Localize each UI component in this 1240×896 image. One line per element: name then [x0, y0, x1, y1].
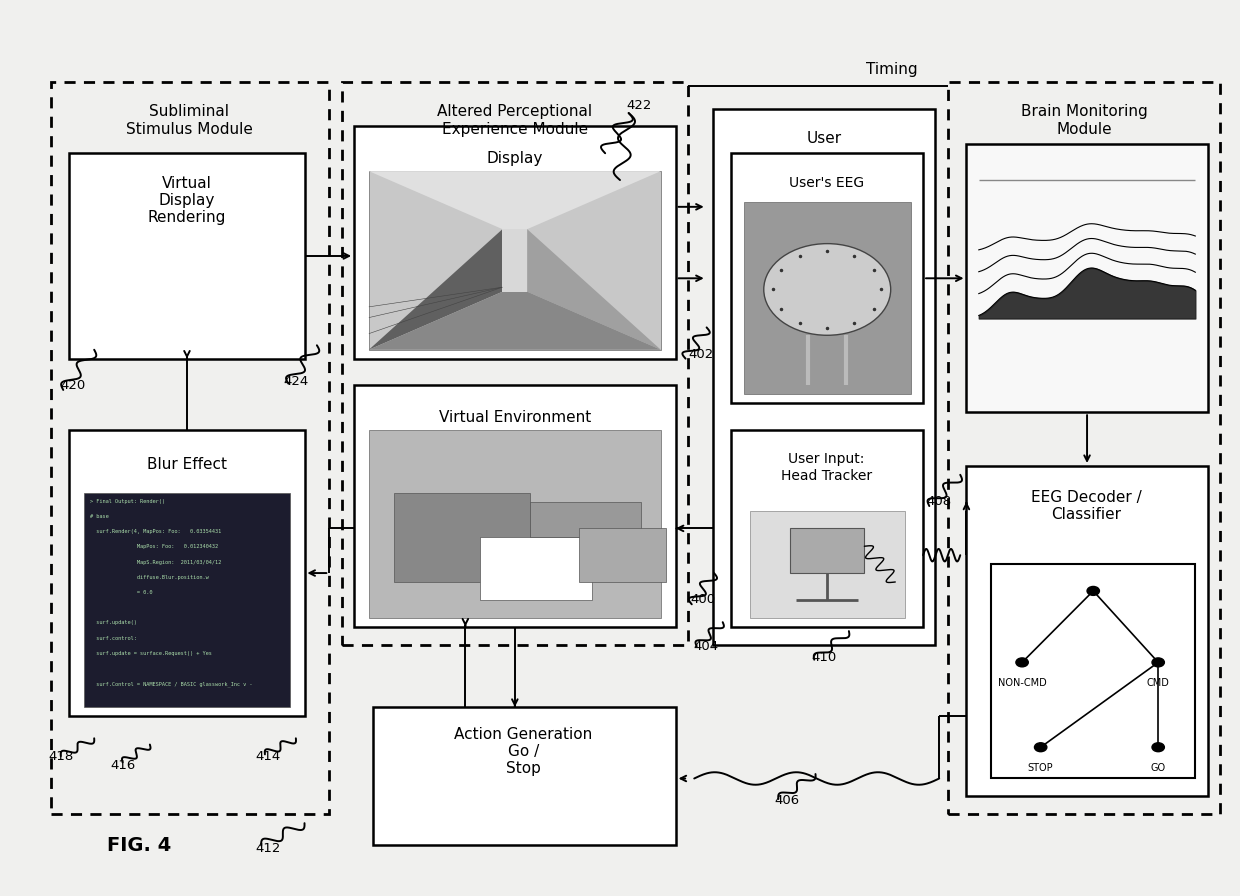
Text: EEG Decoder /
Classifier: EEG Decoder / Classifier — [1030, 490, 1142, 522]
Polygon shape — [368, 171, 661, 229]
Bar — [966, 466, 1208, 797]
Text: 410: 410 — [812, 651, 837, 665]
Text: 418: 418 — [48, 750, 73, 762]
Bar — [393, 493, 529, 582]
Circle shape — [1152, 658, 1164, 667]
Circle shape — [764, 244, 890, 335]
Bar — [991, 564, 1195, 779]
Polygon shape — [368, 292, 661, 349]
Text: Action Generation
Go /
Stop: Action Generation Go / Stop — [454, 727, 593, 777]
Bar — [947, 82, 1220, 814]
Text: = 0.0: = 0.0 — [91, 590, 153, 595]
Bar — [744, 202, 910, 394]
Bar — [966, 144, 1208, 412]
Bar — [732, 153, 923, 403]
Text: 406: 406 — [775, 795, 800, 807]
Bar — [368, 430, 661, 617]
Text: Timing: Timing — [867, 63, 918, 77]
Text: CMD: CMD — [1147, 678, 1169, 688]
Text: 402: 402 — [688, 348, 713, 361]
Text: MapS.Region:  2011/03/04/12: MapS.Region: 2011/03/04/12 — [91, 560, 222, 564]
Bar — [342, 82, 688, 644]
Circle shape — [1034, 743, 1047, 752]
Bar — [790, 529, 864, 573]
Polygon shape — [527, 229, 661, 349]
Text: Virtual Environment: Virtual Environment — [439, 410, 591, 426]
Text: # base: # base — [91, 514, 109, 519]
Bar — [732, 430, 923, 626]
Text: Blur Effect: Blur Effect — [148, 457, 227, 472]
Bar — [69, 430, 305, 716]
Text: FIG. 4: FIG. 4 — [107, 836, 171, 855]
Bar — [353, 385, 676, 626]
Bar — [368, 171, 661, 349]
Text: User Input:
Head Tracker: User Input: Head Tracker — [781, 452, 872, 483]
Text: Subliminal
Stimulus Module: Subliminal Stimulus Module — [126, 104, 253, 136]
Text: Brain Monitoring
Module: Brain Monitoring Module — [1021, 104, 1147, 136]
Text: 404: 404 — [693, 640, 718, 653]
Text: surf.Render(4, MapPos: Foo:   0.03354431: surf.Render(4, MapPos: Foo: 0.03354431 — [91, 530, 222, 534]
Polygon shape — [502, 229, 527, 292]
Text: 422: 422 — [626, 99, 651, 112]
Polygon shape — [368, 229, 502, 349]
Text: > Final Output: Render(): > Final Output: Render() — [91, 499, 165, 504]
Text: surf.update(): surf.update() — [91, 620, 138, 625]
Bar — [372, 707, 676, 846]
Circle shape — [1016, 658, 1028, 667]
Text: 416: 416 — [110, 759, 135, 771]
Text: MapPos: Foo:   0.012340432: MapPos: Foo: 0.012340432 — [91, 545, 218, 549]
Circle shape — [1087, 587, 1100, 595]
Bar — [69, 153, 305, 358]
Bar — [529, 502, 641, 538]
Text: User: User — [806, 131, 842, 146]
Text: User's EEG: User's EEG — [789, 177, 864, 191]
Bar — [353, 126, 676, 358]
Text: surf.control:: surf.control: — [91, 635, 138, 641]
Text: GO: GO — [1151, 763, 1166, 773]
Text: 408: 408 — [926, 495, 952, 508]
Circle shape — [1152, 743, 1164, 752]
Bar — [713, 108, 935, 644]
Text: 400: 400 — [691, 593, 715, 607]
Text: surf.update = surface.Request() + Yes: surf.update = surface.Request() + Yes — [91, 650, 212, 656]
Text: 414: 414 — [255, 750, 280, 762]
Text: Altered Perceptional
Experience Module: Altered Perceptional Experience Module — [438, 104, 593, 136]
Text: surf.Control = NAMESPACE / BASIC glasswork_Inc v -: surf.Control = NAMESPACE / BASIC glasswo… — [91, 681, 257, 686]
Text: 420: 420 — [61, 379, 86, 392]
Text: STOP: STOP — [1028, 763, 1054, 773]
Text: Display: Display — [486, 151, 543, 166]
Text: diffuse.Blur.position.w: diffuse.Blur.position.w — [91, 575, 210, 580]
Text: Virtual
Display
Rendering: Virtual Display Rendering — [148, 176, 226, 226]
Bar — [84, 493, 290, 707]
Text: NON-CMD: NON-CMD — [998, 678, 1047, 688]
Bar — [51, 82, 330, 814]
Bar — [750, 511, 904, 617]
Bar — [579, 529, 666, 582]
Text: 424: 424 — [284, 375, 309, 387]
Text: 412: 412 — [255, 841, 280, 855]
Bar — [480, 538, 591, 599]
